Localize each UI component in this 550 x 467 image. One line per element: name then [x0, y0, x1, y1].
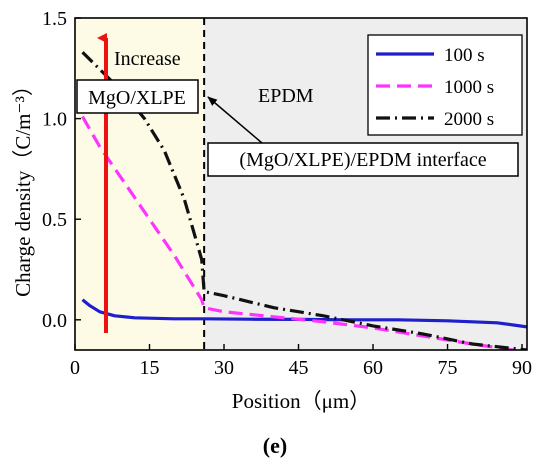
y-axis-title: Charge density（C/m⁻³）: [11, 75, 35, 297]
x-tick-label: 30: [214, 357, 234, 379]
x-tick-label: 60: [363, 357, 383, 379]
increase-label: Increase: [114, 48, 181, 70]
legend-label-2000-s: 2000 s: [444, 109, 494, 130]
panel-label-text: (e): [263, 433, 287, 458]
panel-label: (e): [263, 433, 287, 458]
x-axis-title: Position（μm）: [232, 389, 370, 413]
x-tick-label: 45: [289, 357, 309, 379]
x-tick-label: 90: [512, 357, 532, 379]
legend-label-100-s: 100 s: [444, 45, 485, 66]
series-group: [81, 51, 527, 350]
region-left-label-box: [76, 79, 199, 114]
y-tick-label: 1.5: [42, 8, 67, 30]
y-axis-ticks: 0.0 0.5 1.0 1.5: [42, 8, 81, 332]
x-tick-label: 75: [438, 357, 458, 379]
legend-label-1000-s: 1000 s: [444, 77, 494, 98]
y-tick-label: 0.5: [42, 209, 67, 231]
interface-label-box: [207, 142, 519, 177]
region-background-left: [75, 18, 205, 350]
x-axis-ticks: 0 15 30 45 60 75 90: [70, 344, 532, 379]
y-tick-label: 0.0: [42, 310, 67, 332]
region-left-label: MgO/XLPE: [88, 87, 186, 109]
series-line-1000-s: [81, 115, 525, 350]
x-tick-label: 15: [140, 357, 160, 379]
plot-frame: [74, 17, 528, 351]
y-tick-label: 1.0: [42, 109, 67, 131]
legend-box: [367, 34, 523, 136]
interface-pointer-arrow: [207, 96, 263, 144]
legend: 100 s 1000 s 2000 s: [367, 34, 523, 136]
x-tick-label: 0: [70, 357, 80, 379]
interface-label: (MgO/XLPE)/EPDM interface: [239, 149, 486, 171]
region-right-label: EPDM: [258, 85, 314, 107]
series-line-100-s: [81, 298, 527, 329]
